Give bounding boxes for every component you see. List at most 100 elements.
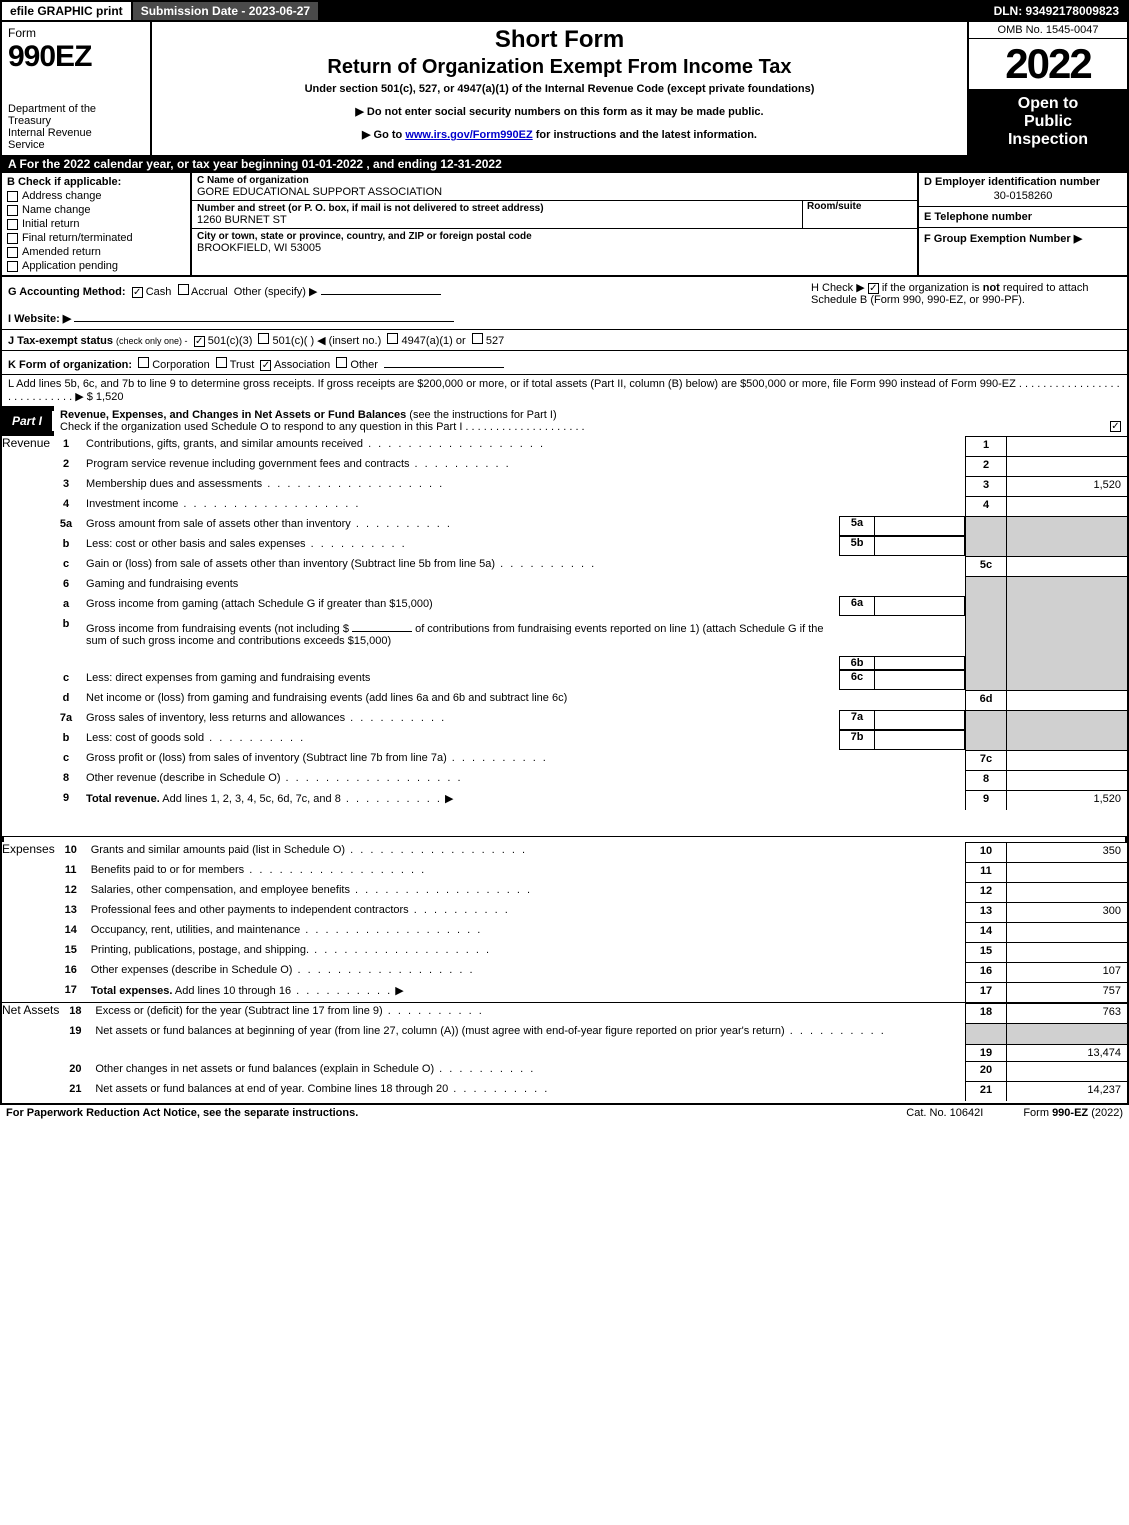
checkbox-schedule-b-icon[interactable] bbox=[868, 283, 879, 294]
line-8: 8 Other revenue (describe in Schedule O)… bbox=[50, 770, 1127, 790]
sub-6a bbox=[875, 596, 965, 616]
check-application-pending[interactable]: Application pending bbox=[7, 260, 185, 272]
6b-contrib-field[interactable] bbox=[352, 618, 412, 632]
checkbox-icon[interactable] bbox=[7, 219, 18, 230]
checkbox-corp-icon[interactable] bbox=[138, 357, 149, 368]
paperwork-notice: For Paperwork Reduction Act Notice, see … bbox=[6, 1107, 358, 1119]
org-name-row: C Name of organization GORE EDUCATIONAL … bbox=[192, 173, 917, 201]
line-16: 16 Other expenses (describe in Schedule … bbox=[55, 962, 1127, 982]
city-state-zip: BROOKFIELD, WI 53005 bbox=[197, 242, 912, 254]
line-10: 10 Grants and similar amounts paid (list… bbox=[55, 842, 1127, 862]
schedule-b-check: H Check ▶ if the organization is not req… bbox=[811, 281, 1121, 325]
check-name-change[interactable]: Name change bbox=[7, 204, 185, 216]
amount-19: 13,474 bbox=[1007, 1044, 1127, 1061]
checkbox-schedule-o-icon[interactable] bbox=[1110, 421, 1121, 432]
top-bar: efile GRAPHIC print Submission Date - 20… bbox=[0, 0, 1129, 22]
line-5a: 5a Gross amount from sale of assets othe… bbox=[50, 516, 1127, 536]
telephone-block: E Telephone number bbox=[924, 211, 1122, 223]
checkbox-icon[interactable] bbox=[7, 261, 18, 272]
amount-7c bbox=[1007, 750, 1127, 770]
amount-5c bbox=[1007, 556, 1127, 576]
sub-7b bbox=[875, 730, 965, 750]
amount-20 bbox=[1007, 1061, 1127, 1081]
sub-7a bbox=[875, 710, 965, 730]
checkbox-icon[interactable] bbox=[7, 191, 18, 202]
header-right: OMB No. 1545-0047 2022 Open toPublicInsp… bbox=[967, 22, 1127, 155]
column-c-org-info: C Name of organization GORE EDUCATIONAL … bbox=[192, 173, 917, 275]
line-5c: c Gain or (loss) from sale of assets oth… bbox=[50, 556, 1127, 576]
row-j-tax-exempt: J Tax-exempt status (check only one) - 5… bbox=[0, 330, 1129, 351]
column-b-checkboxes: B Check if applicable: Address change Na… bbox=[2, 173, 192, 275]
line-5b: b Less: cost or other basis and sales ex… bbox=[50, 536, 1127, 556]
note-link: ▶ Go to www.irs.gov/Form990EZ for instru… bbox=[160, 128, 959, 141]
line-6d: d Net income or (loss) from gaming and f… bbox=[50, 690, 1127, 710]
page-footer: For Paperwork Reduction Act Notice, see … bbox=[0, 1105, 1129, 1121]
sub-5a bbox=[875, 516, 965, 536]
checkbox-icon[interactable] bbox=[7, 205, 18, 216]
part-1-header: Part I Revenue, Expenses, and Changes in… bbox=[0, 406, 1129, 436]
row-a-calendar-year: A For the 2022 calendar year, or tax yea… bbox=[0, 155, 1129, 173]
check-final-return[interactable]: Final return/terminated bbox=[7, 232, 185, 244]
short-form-title: Short Form bbox=[160, 26, 959, 54]
line-3: 3 Membership dues and assessments 3 1,52… bbox=[50, 476, 1127, 496]
checkbox-icon[interactable] bbox=[7, 233, 18, 244]
amount-10: 350 bbox=[1007, 842, 1127, 862]
checkbox-527-icon[interactable] bbox=[472, 333, 483, 344]
dept-label: Department of theTreasuryInternal Revenu… bbox=[8, 103, 144, 151]
amount-14 bbox=[1007, 922, 1127, 942]
line-11: 11 Benefits paid to or for members 11 bbox=[55, 862, 1127, 882]
return-title: Return of Organization Exempt From Incom… bbox=[160, 56, 959, 79]
check-amended-return[interactable]: Amended return bbox=[7, 246, 185, 258]
amount-18: 763 bbox=[1007, 1003, 1127, 1023]
checkbox-accrual-icon[interactable] bbox=[178, 284, 189, 295]
amount-3: 1,520 bbox=[1007, 476, 1127, 496]
checkbox-assoc-icon[interactable] bbox=[260, 360, 271, 371]
note-ssn: ▶ Do not enter social security numbers o… bbox=[160, 105, 959, 118]
website-field[interactable] bbox=[74, 308, 454, 322]
amount-11 bbox=[1007, 862, 1127, 882]
other-specify-field[interactable] bbox=[321, 281, 441, 295]
check-address-change[interactable]: Address change bbox=[7, 190, 185, 202]
other-org-field[interactable] bbox=[384, 354, 504, 368]
line-1: 1 Contributions, gifts, grants, and simi… bbox=[50, 436, 1127, 456]
amount-6d bbox=[1007, 690, 1127, 710]
checkbox-4947-icon[interactable] bbox=[387, 333, 398, 344]
expenses-side-label: Expenses bbox=[2, 842, 55, 1002]
form-number: 990EZ bbox=[8, 40, 144, 74]
amount-9: 1,520 bbox=[1007, 790, 1127, 810]
tax-year: 2022 bbox=[969, 39, 1127, 89]
section-b-to-f: B Check if applicable: Address change Na… bbox=[0, 173, 1129, 277]
line-12: 12 Salaries, other compensation, and emp… bbox=[55, 882, 1127, 902]
irs-link[interactable]: www.irs.gov/Form990EZ bbox=[405, 129, 532, 141]
sub-6b bbox=[875, 656, 965, 670]
line-18: 18 Excess or (deficit) for the year (Sub… bbox=[59, 1003, 1127, 1023]
efile-label[interactable]: efile GRAPHIC print bbox=[2, 2, 131, 20]
org-name: GORE EDUCATIONAL SUPPORT ASSOCIATION bbox=[197, 186, 912, 198]
omb-number: OMB No. 1545-0047 bbox=[969, 22, 1127, 39]
b-label: B Check if applicable: bbox=[7, 176, 185, 188]
line-7b: b Less: cost of goods sold 7b bbox=[50, 730, 1127, 750]
checkbox-trust-icon[interactable] bbox=[216, 357, 227, 368]
line-6c: c Less: direct expenses from gaming and … bbox=[50, 670, 1127, 690]
checkbox-icon[interactable] bbox=[7, 247, 18, 258]
sub-6c bbox=[875, 670, 965, 690]
header-left: Form 990EZ Department of theTreasuryInte… bbox=[2, 22, 152, 155]
amount-13: 300 bbox=[1007, 902, 1127, 922]
ein-value: 30-0158260 bbox=[924, 190, 1122, 202]
checkbox-501c-icon[interactable] bbox=[258, 333, 269, 344]
line-9: 9 Total revenue. Add lines 1, 2, 3, 4, 5… bbox=[50, 790, 1127, 810]
amount-17: 757 bbox=[1007, 982, 1127, 1002]
checkbox-other-icon[interactable] bbox=[336, 357, 347, 368]
amount-4 bbox=[1007, 496, 1127, 516]
line-15: 15 Printing, publications, postage, and … bbox=[55, 942, 1127, 962]
amount-12 bbox=[1007, 882, 1127, 902]
line-20: 20 Other changes in net assets or fund b… bbox=[59, 1061, 1127, 1081]
line-17: 17 Total expenses. Add lines 10 through … bbox=[55, 982, 1127, 1002]
street-row: Number and street (or P. O. box, if mail… bbox=[192, 201, 917, 229]
checkbox-501c3-icon[interactable] bbox=[194, 336, 205, 347]
check-initial-return[interactable]: Initial return bbox=[7, 218, 185, 230]
checkbox-cash-icon[interactable] bbox=[132, 287, 143, 298]
form-ref: Form 990-EZ (2022) bbox=[1023, 1107, 1123, 1119]
form-word: Form bbox=[8, 26, 144, 40]
cat-no: Cat. No. 10642I bbox=[906, 1107, 983, 1119]
